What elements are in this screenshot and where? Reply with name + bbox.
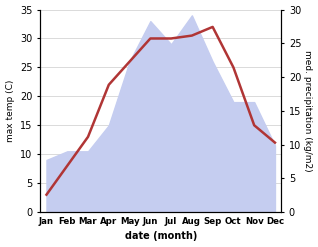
- X-axis label: date (month): date (month): [125, 231, 197, 242]
- Y-axis label: med. precipitation (kg/m2): med. precipitation (kg/m2): [303, 50, 313, 172]
- Y-axis label: max temp (C): max temp (C): [5, 80, 15, 142]
